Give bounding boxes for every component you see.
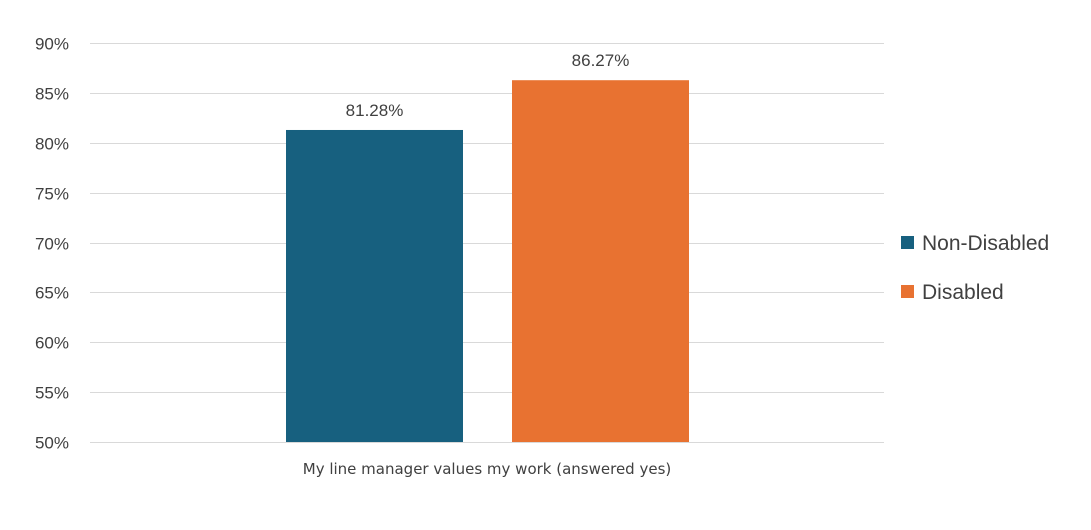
legend: Non-Disabled Disabled (901, 232, 1049, 304)
data-labels: 81.28% 86.27% (346, 51, 630, 120)
legend-swatch (901, 285, 914, 298)
x-axis-category-labels: My line manager values my work (answered… (303, 460, 671, 478)
bar-non-disabled (286, 129, 463, 442)
y-tick-label: 75% (35, 185, 69, 204)
legend-item-non-disabled: Non-Disabled (901, 232, 1049, 255)
y-tick-label: 65% (35, 284, 69, 303)
y-axis-tick-labels: 50% 55% 60% 65% 70% 75% 80% 85% 90% (35, 35, 69, 453)
bars (286, 80, 689, 442)
y-tick-label: 85% (35, 85, 69, 104)
legend-swatch (901, 236, 914, 249)
data-label: 81.28% (346, 101, 404, 120)
y-tick-label: 80% (35, 135, 69, 154)
legend-item-disabled: Disabled (901, 281, 1004, 304)
y-tick-label: 70% (35, 235, 69, 254)
data-label: 86.27% (572, 51, 630, 70)
y-tick-label: 50% (35, 434, 69, 453)
y-tick-label: 60% (35, 334, 69, 353)
bar-disabled (512, 80, 689, 442)
category-label: My line manager values my work (answered… (303, 460, 671, 478)
legend-label: Disabled (922, 281, 1004, 304)
legend-label: Non-Disabled (922, 232, 1049, 255)
gridlines (90, 43, 884, 443)
y-tick-label: 55% (35, 384, 69, 403)
y-tick-label: 90% (35, 35, 69, 54)
